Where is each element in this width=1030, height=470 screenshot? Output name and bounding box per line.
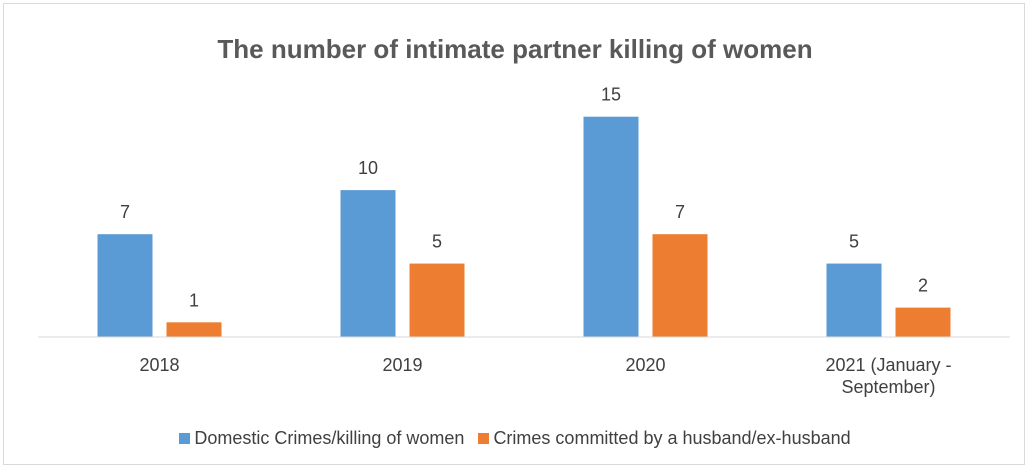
bar bbox=[583, 116, 639, 337]
bar bbox=[340, 190, 396, 337]
data-label: 7 bbox=[120, 202, 130, 222]
chart-title: The number of intimate partner killing o… bbox=[217, 34, 812, 64]
data-label: 5 bbox=[849, 232, 859, 252]
data-label: 1 bbox=[189, 290, 199, 310]
data-label: 10 bbox=[358, 158, 378, 178]
legend-item: Crimes committed by a husband/ex-husband bbox=[478, 428, 851, 449]
legend-swatch bbox=[478, 433, 490, 444]
legend-swatch bbox=[179, 433, 191, 444]
legend: Domestic Crimes/killing of women Crimes c… bbox=[0, 428, 1030, 449]
bar bbox=[826, 263, 882, 337]
chart-frame bbox=[3, 3, 1025, 465]
bar bbox=[409, 263, 465, 337]
x-tick-label: 2021 (January - September) bbox=[825, 355, 952, 397]
bar bbox=[97, 234, 153, 337]
x-tick-label: 2020 bbox=[625, 355, 666, 375]
legend-label: Crimes committed by a husband/ex-husband bbox=[493, 428, 851, 448]
x-tick-label: 2018 bbox=[139, 355, 180, 375]
legend-item: Domestic Crimes/killing of women bbox=[179, 428, 464, 449]
bar bbox=[895, 307, 951, 337]
data-label: 15 bbox=[601, 85, 621, 105]
data-label: 7 bbox=[675, 202, 685, 222]
bar bbox=[166, 322, 222, 337]
bar bbox=[652, 234, 708, 337]
data-label: 5 bbox=[432, 232, 442, 252]
legend-label: Domestic Crimes/killing of women bbox=[194, 428, 465, 448]
data-label: 2 bbox=[918, 276, 928, 296]
x-tick-label: 2019 bbox=[382, 355, 423, 375]
